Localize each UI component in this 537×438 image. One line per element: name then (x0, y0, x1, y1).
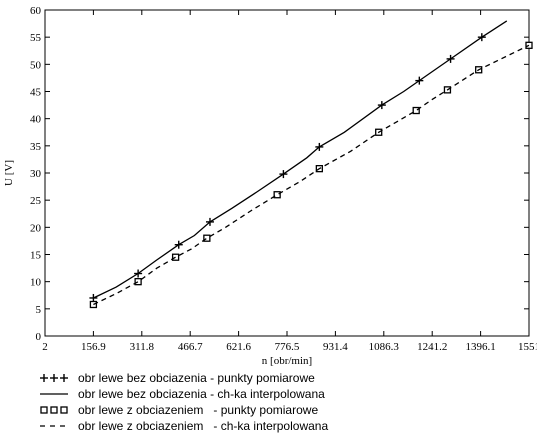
square-marker (203, 234, 211, 242)
y-tick-label: 0 (36, 331, 42, 343)
y-tick-label: 50 (30, 59, 42, 71)
legend: obr lewe bez obciazenia - punkty pomiaro… (36, 370, 516, 434)
y-tick-label: 40 (30, 114, 42, 126)
legend-entry: obr lewe z obciazeniem - punkty pomiarow… (36, 402, 516, 418)
y-tick-label: 35 (30, 141, 42, 153)
legend-label: obr lewe z obciazeniem - punkty pomiarow… (78, 403, 319, 417)
y-axis-label: U [V] (3, 160, 15, 186)
x-tick-label: 311.8 (130, 341, 155, 353)
legend-dashed-line-symbol-graphic (40, 425, 68, 427)
x-tick-label: 621.6 (226, 341, 251, 353)
x-tick-label: 466.7 (178, 341, 203, 353)
series-layer (89, 20, 533, 309)
y-tick-label: 45 (30, 87, 42, 99)
legend-square (40, 406, 48, 414)
square-marker (273, 191, 281, 199)
legend-entry: obr lewe bez obciazenia - ch-ka interpol… (36, 386, 516, 402)
legend-solid-line-symbol-graphic (40, 393, 68, 395)
legend-plus-markers-symbol-graphic (40, 374, 68, 382)
x-tick-label: 156.9 (81, 341, 106, 353)
legend-plus-markers-symbol (36, 371, 72, 385)
legend-entry: obr lewe z obciazeniem - ch-ka interpolo… (36, 418, 516, 434)
y-tick-label: 25 (30, 195, 42, 207)
legend-square (60, 406, 68, 414)
y-tick-label: 55 (30, 32, 42, 44)
x-tick-label: 1551 (518, 341, 537, 353)
legend-square-markers-symbol (36, 403, 72, 417)
square-marker (171, 253, 180, 261)
legend-label: obr lewe bez obciazenia - punkty pomiaro… (78, 371, 315, 385)
square-marker (412, 106, 420, 115)
x-axis-label: n [obr/min] (262, 355, 312, 367)
series-line-unloaded (93, 20, 508, 299)
x-tick-label: 931.4 (323, 341, 348, 353)
y-tick-label: 10 (30, 277, 42, 289)
x-tick-label: 776.5 (275, 341, 300, 353)
y-tick-label: 60 (30, 5, 42, 17)
legend-square (50, 406, 58, 414)
y-tick-label: 15 (30, 250, 42, 262)
plot-area (44, 9, 530, 337)
legend-entry: obr lewe bez obciazenia - punkty pomiaro… (36, 370, 516, 386)
legend-solid-line-symbol (36, 387, 72, 401)
x-tick-label: 1396.1 (465, 341, 495, 353)
y-axis-ticks: 0 5 10 15 20 25 30 35 40 45 50 55 60 (30, 5, 529, 343)
x-tick-label: 1241.2 (417, 341, 447, 353)
square-marker (134, 278, 142, 286)
legend-square-markers-symbol-graphic (40, 406, 68, 414)
y-tick-label: 5 (36, 304, 42, 316)
legend-dashed-line-symbol (36, 419, 72, 433)
legend-label: obr lewe z obciazeniem - ch-ka interpolo… (78, 419, 329, 433)
series-line-loaded (93, 44, 530, 306)
x-axis-ticks: 2 156.9 311.8 466.7 621.6 776.5 931.4 1086.3 124… (42, 10, 537, 353)
y-tick-label: 30 (30, 168, 42, 180)
x-tick-label: 2 (42, 341, 48, 353)
x-tick-label: 1086.3 (369, 341, 400, 353)
chart: 0 5 10 15 20 25 30 35 40 45 50 55 60 2 156.9 311.8 466.… (3, 5, 537, 367)
y-tick-label: 20 (30, 222, 42, 234)
legend-label: obr lewe bez obciazenia - ch-ka interpol… (78, 387, 325, 401)
